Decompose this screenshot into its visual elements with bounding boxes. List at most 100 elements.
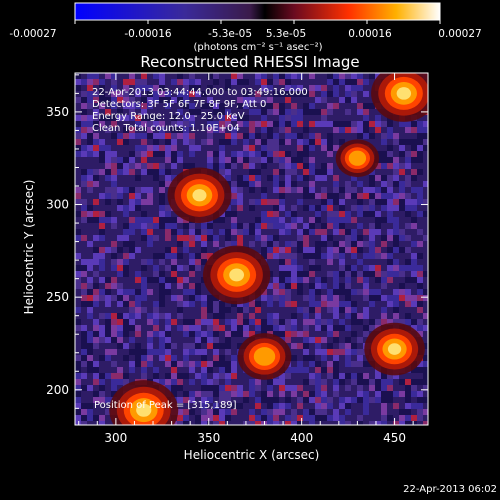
heatmap-cell [231, 193, 237, 199]
heatmap-cell [285, 73, 291, 79]
heatmap-cell [213, 163, 219, 169]
heatmap-cell [105, 115, 111, 121]
heatmap-cell [393, 301, 399, 307]
heatmap-cell [369, 385, 375, 391]
heatmap-cell [189, 115, 195, 121]
heatmap-cell [351, 91, 357, 97]
heatmap-cell [273, 289, 279, 295]
heatmap-cell [81, 301, 87, 307]
heatmap-cell [207, 103, 213, 109]
heatmap-cell [309, 91, 315, 97]
heatmap-cell [177, 397, 183, 403]
heatmap-cell [111, 253, 117, 259]
heatmap-cell [153, 223, 159, 229]
heatmap-cell [177, 79, 183, 85]
heatmap-cell [135, 121, 141, 127]
heatmap-cell [243, 103, 249, 109]
heatmap-cell [255, 397, 261, 403]
heatmap-cell [303, 325, 309, 331]
heatmap-cell [399, 379, 405, 385]
heatmap-cell [273, 175, 279, 181]
heatmap-cell [249, 319, 255, 325]
heatmap-cell [381, 277, 387, 283]
heatmap-cell [267, 415, 273, 421]
heatmap-cell [99, 421, 105, 425]
heatmap-cell [249, 301, 255, 307]
heatmap-cell [159, 73, 165, 79]
y-tick-label: 300 [46, 198, 69, 212]
heatmap-cell [183, 397, 189, 403]
heatmap-cell [201, 313, 207, 319]
heatmap-cell [165, 151, 171, 157]
heatmap-cell [285, 319, 291, 325]
heatmap-cell [315, 361, 321, 367]
heatmap-cell [93, 289, 99, 295]
heatmap-cell [279, 169, 285, 175]
heatmap-cell [165, 361, 171, 367]
heatmap-cell [267, 223, 273, 229]
heatmap-cell [237, 205, 243, 211]
heatmap-cell [129, 127, 135, 133]
heatmap-cell [147, 127, 153, 133]
heatmap-cell [423, 121, 428, 127]
heatmap-cell [291, 181, 297, 187]
heatmap-cell [231, 367, 237, 373]
heatmap-cell [219, 325, 225, 331]
heatmap-cell [249, 331, 255, 337]
heatmap-cell [405, 415, 411, 421]
heatmap-cell [123, 325, 129, 331]
heatmap-cell [111, 391, 117, 397]
heatmap-cell [207, 229, 213, 235]
heatmap-cell [333, 301, 339, 307]
heatmap-cell [423, 289, 428, 295]
heatmap-cell [357, 79, 363, 85]
heatmap-cell [369, 325, 375, 331]
heatmap-cell [99, 331, 105, 337]
heatmap-cell [381, 271, 387, 277]
heatmap-cell [111, 103, 117, 109]
heatmap-cell [123, 301, 129, 307]
heatmap-cell [345, 265, 351, 271]
heatmap-cell [99, 97, 105, 103]
heatmap-cell [249, 421, 255, 425]
heatmap-cell [99, 247, 105, 253]
heatmap-cell [387, 211, 393, 217]
heatmap-cell [135, 361, 141, 367]
heatmap-cell [81, 133, 87, 139]
heatmap-cell [141, 145, 147, 151]
heatmap-cell [201, 241, 207, 247]
heatmap-cell [213, 301, 219, 307]
heatmap-cell [255, 223, 261, 229]
heatmap-cell [279, 157, 285, 163]
heatmap-cell [141, 211, 147, 217]
heatmap-cell [309, 265, 315, 271]
heatmap-cell [141, 157, 147, 163]
heatmap-cell [213, 415, 219, 421]
heatmap-cell [297, 271, 303, 277]
heatmap-cell [411, 151, 417, 157]
heatmap-cell [195, 265, 201, 271]
heatmap-cell [369, 241, 375, 247]
heatmap-cell [111, 91, 117, 97]
heatmap-cell [381, 175, 387, 181]
heatmap-cell [177, 313, 183, 319]
heatmap-cell [93, 253, 99, 259]
heatmap-cell [99, 139, 105, 145]
heatmap-cell [141, 121, 147, 127]
heatmap-cell [363, 265, 369, 271]
heatmap-cell [195, 145, 201, 151]
heatmap-cell [303, 319, 309, 325]
heatmap-cell [411, 367, 417, 373]
heatmap-cell [339, 421, 345, 425]
heatmap-cell [93, 397, 99, 403]
heatmap-cell [267, 397, 273, 403]
heatmap-cell [285, 181, 291, 187]
heatmap-cell [231, 331, 237, 337]
heatmap-cell [273, 103, 279, 109]
heatmap-cell [207, 415, 213, 421]
heatmap-cell [231, 241, 237, 247]
heatmap-cell [357, 361, 363, 367]
heatmap-cell [417, 121, 423, 127]
heatmap-cell [405, 247, 411, 253]
heatmap-cell [321, 163, 327, 169]
